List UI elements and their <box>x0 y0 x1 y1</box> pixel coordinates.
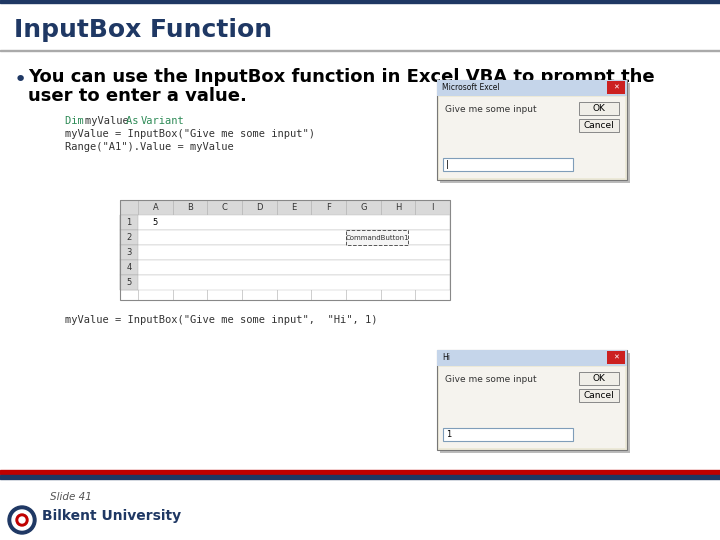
Bar <box>607 351 625 364</box>
Bar <box>440 83 630 183</box>
Text: Give me some input: Give me some input <box>445 375 536 384</box>
Bar <box>0 470 720 474</box>
Text: Cancel: Cancel <box>584 121 614 130</box>
Text: myValue = InputBox("Give me some input",  "Hi", 1): myValue = InputBox("Give me some input",… <box>65 315 377 325</box>
Bar <box>437 80 627 96</box>
Bar <box>120 215 138 230</box>
Bar <box>120 245 450 260</box>
Text: •: • <box>14 70 27 90</box>
Text: B: B <box>187 203 193 212</box>
Text: 5: 5 <box>153 218 158 227</box>
Text: user to enter a value.: user to enter a value. <box>28 87 247 105</box>
Text: H: H <box>395 203 401 212</box>
Bar <box>439 97 625 178</box>
Text: Range("A1").Value = myValue: Range("A1").Value = myValue <box>65 142 234 152</box>
Text: C: C <box>222 203 228 212</box>
Text: G: G <box>360 203 366 212</box>
Text: Dim: Dim <box>65 116 90 126</box>
Bar <box>579 102 619 115</box>
Text: ✕: ✕ <box>613 354 619 361</box>
Text: 4: 4 <box>127 263 132 272</box>
Text: OK: OK <box>593 104 606 113</box>
Text: 1: 1 <box>127 218 132 227</box>
Text: 5: 5 <box>127 278 132 287</box>
Circle shape <box>16 514 28 526</box>
Text: D: D <box>256 203 263 212</box>
Text: |: | <box>446 160 449 169</box>
Bar <box>437 350 627 450</box>
Bar <box>120 230 138 245</box>
Text: 2: 2 <box>127 233 132 242</box>
Bar <box>0 50 720 51</box>
Text: You can use the InputBox function in Excel VBA to prompt the: You can use the InputBox function in Exc… <box>28 68 654 86</box>
Text: F: F <box>326 203 331 212</box>
Text: myValue: myValue <box>85 116 135 126</box>
Bar <box>120 200 450 215</box>
Text: Variant: Variant <box>140 116 184 126</box>
Bar <box>120 275 450 290</box>
Circle shape <box>19 517 25 523</box>
Text: A: A <box>153 203 158 212</box>
Bar <box>579 119 619 132</box>
Bar <box>0 475 720 479</box>
Bar <box>443 428 573 441</box>
Bar <box>120 200 450 300</box>
Bar <box>346 230 408 245</box>
Text: Give me some input: Give me some input <box>445 105 536 114</box>
Text: InputBox Function: InputBox Function <box>14 18 272 42</box>
Text: As: As <box>125 116 144 126</box>
Bar <box>439 367 625 448</box>
Text: 1: 1 <box>446 430 451 439</box>
Bar <box>437 80 627 180</box>
Bar <box>120 260 138 275</box>
Bar <box>437 350 627 366</box>
Bar <box>607 81 625 94</box>
Bar <box>579 372 619 385</box>
Text: I: I <box>431 203 434 212</box>
Text: myValue = InputBox("Give me some input"): myValue = InputBox("Give me some input") <box>65 129 315 139</box>
Text: OK: OK <box>593 374 606 383</box>
Circle shape <box>8 506 36 534</box>
Bar <box>443 158 573 171</box>
Text: 3: 3 <box>126 248 132 257</box>
Bar <box>120 230 450 245</box>
Bar <box>120 215 450 230</box>
Text: ✕: ✕ <box>613 84 619 91</box>
Bar <box>120 275 138 290</box>
Bar <box>120 245 138 260</box>
Text: CommandButton1: CommandButton1 <box>346 234 409 240</box>
Circle shape <box>12 510 32 530</box>
Text: E: E <box>292 203 297 212</box>
Bar <box>0 0 720 3</box>
Text: Bilkent University: Bilkent University <box>42 509 181 523</box>
Text: Cancel: Cancel <box>584 391 614 400</box>
Text: Slide 41: Slide 41 <box>50 492 92 502</box>
Bar <box>579 389 619 402</box>
Bar <box>440 353 630 453</box>
Text: Microsoft Excel: Microsoft Excel <box>442 84 500 92</box>
Text: Hi: Hi <box>442 354 450 362</box>
Bar <box>120 260 450 275</box>
